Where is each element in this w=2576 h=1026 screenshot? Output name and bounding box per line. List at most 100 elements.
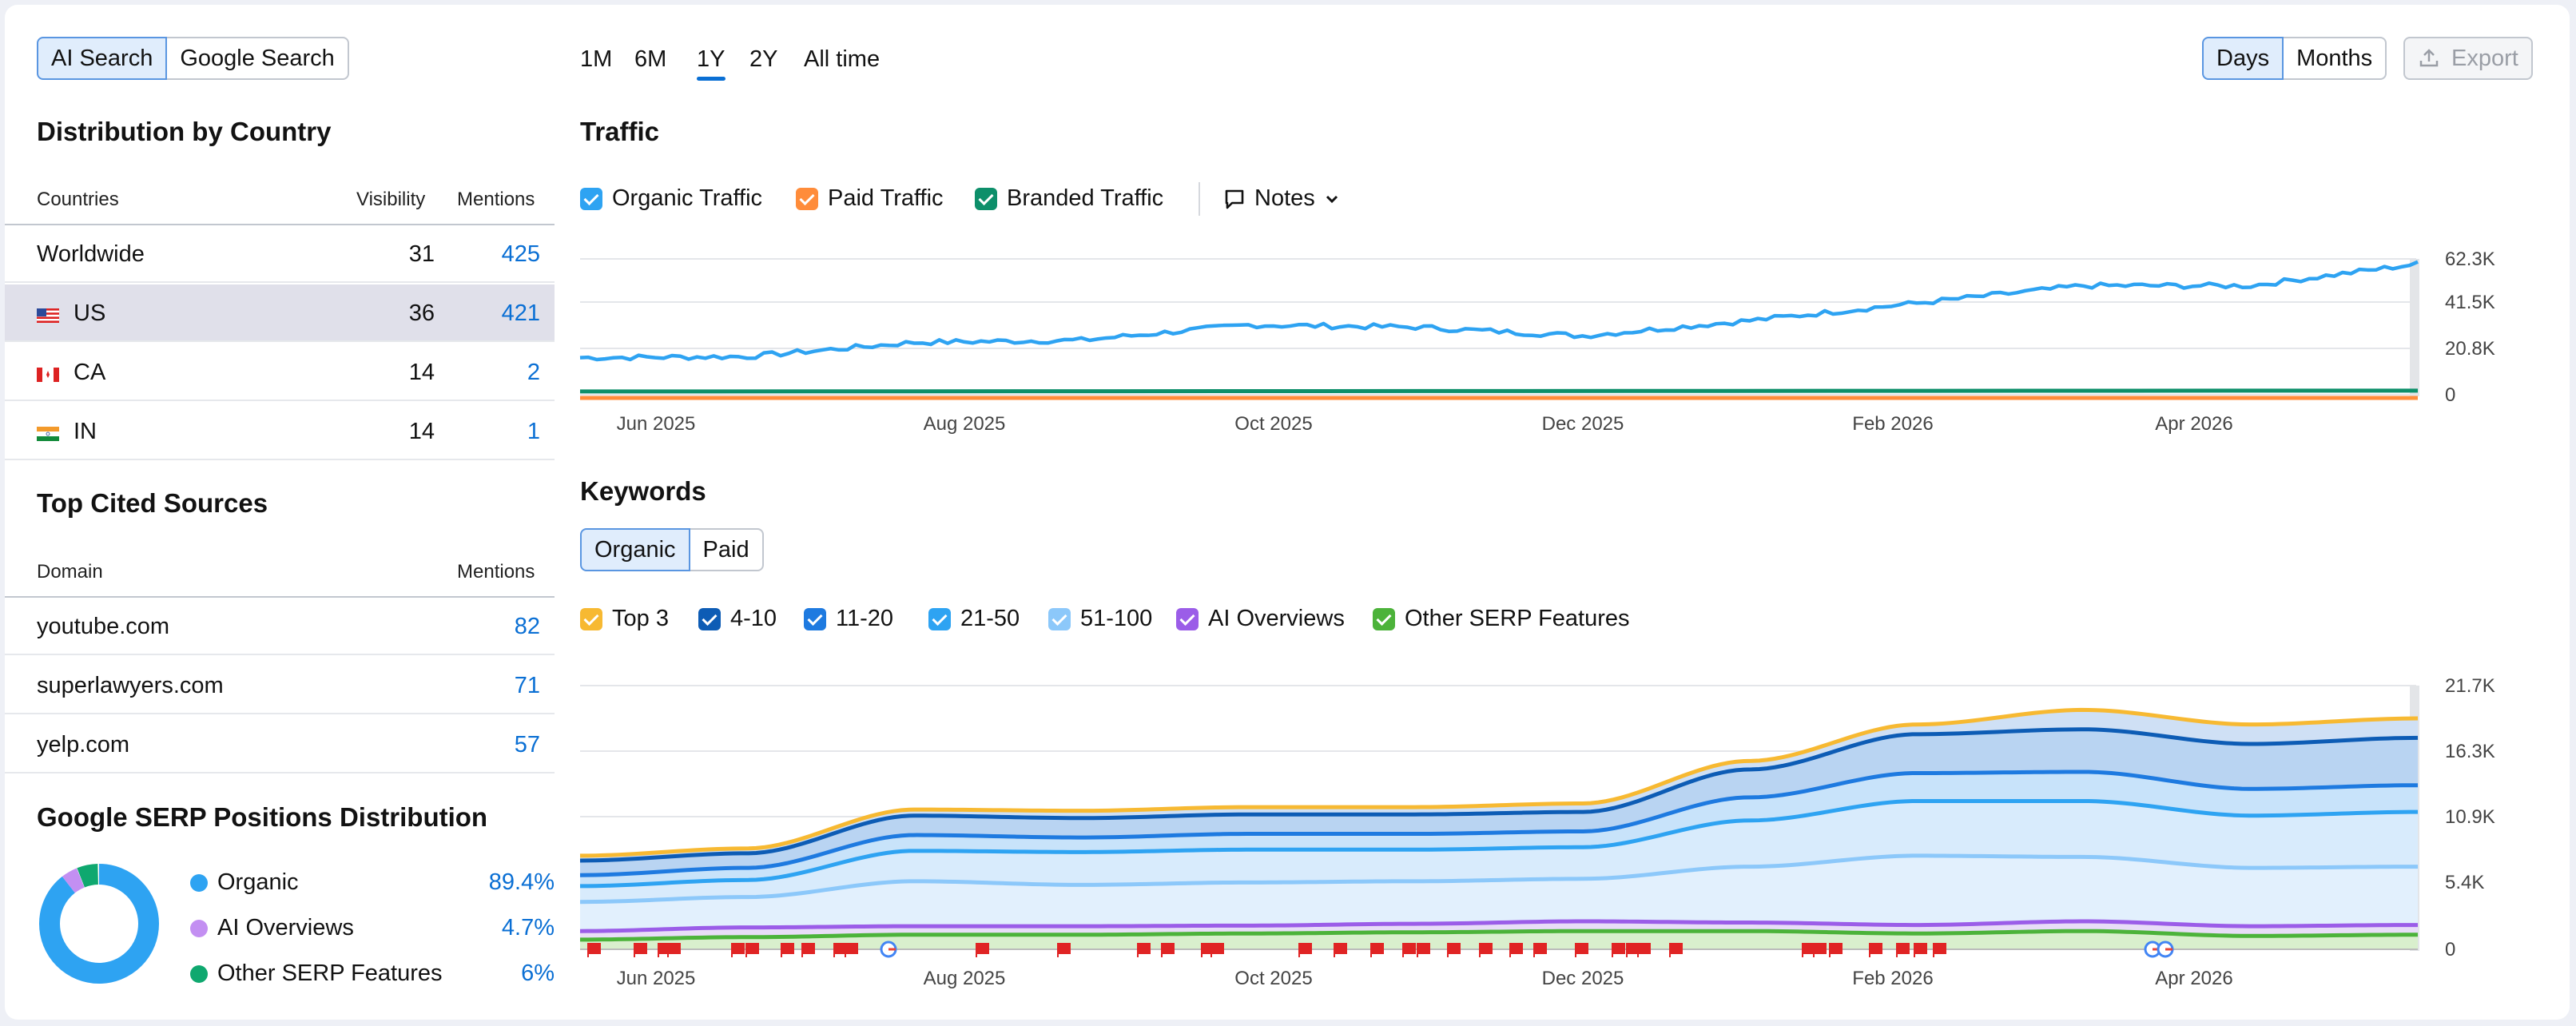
- export-label: Export: [2451, 45, 2518, 71]
- checkbox-icon[interactable]: [580, 187, 602, 210]
- legend-branded-traffic[interactable]: Branded Traffic: [975, 185, 1163, 212]
- checkbox-icon[interactable]: [580, 607, 602, 630]
- checkbox-icon[interactable]: [1048, 607, 1071, 630]
- granularity-toggle: Days Months: [2202, 37, 2387, 80]
- col-domain: Domain: [37, 561, 103, 583]
- ai-search-button[interactable]: AI Search: [37, 37, 168, 80]
- checkbox-icon[interactable]: [804, 607, 826, 630]
- period-active-underline: [697, 77, 725, 81]
- serp-legend-value: 6%: [521, 960, 555, 986]
- traffic-x-tick: Oct 2025: [1234, 413, 1312, 435]
- serp-legend-value: 89.4%: [488, 869, 555, 895]
- days-button[interactable]: Days: [2202, 37, 2284, 80]
- source-mentions[interactable]: 57: [514, 732, 540, 758]
- legend-label: Organic Traffic: [612, 185, 763, 211]
- source-toggle: AI Search Google Search: [37, 37, 349, 80]
- serp-legend-label: Organic: [217, 869, 299, 895]
- country-visibility: 14: [408, 419, 435, 444]
- country-name: CA: [74, 360, 106, 385]
- legend-top-3[interactable]: Top 3: [580, 606, 669, 632]
- source-row[interactable]: superlawyers.com 71: [5, 657, 555, 714]
- country-name: Worldwide: [37, 241, 145, 267]
- source-row[interactable]: yelp.com 57: [5, 716, 555, 773]
- col-mentions: Mentions: [457, 189, 535, 210]
- legend-51-100[interactable]: 51-100: [1048, 606, 1152, 632]
- legend-label: 51-100: [1080, 606, 1153, 631]
- period-all-time[interactable]: All time: [804, 46, 881, 72]
- legend-21-50[interactable]: 21-50: [928, 606, 1020, 632]
- checkbox-icon[interactable]: [975, 187, 997, 210]
- serp-legend-label: Other SERP Features: [217, 960, 443, 986]
- country-visibility: 36: [408, 300, 435, 326]
- legend-label: 11-20: [836, 606, 894, 631]
- legend-dot: [190, 919, 208, 937]
- legend-4-10[interactable]: 4-10: [698, 606, 777, 632]
- legend-paid-traffic[interactable]: Paid Traffic: [796, 185, 944, 212]
- legend-ai-overviews[interactable]: AI Overviews: [1176, 606, 1345, 632]
- export-button[interactable]: Export: [2403, 37, 2533, 80]
- country-row-us[interactable]: US 36 421: [5, 284, 555, 342]
- traffic-scroll-band: [2410, 259, 2419, 396]
- checkbox-icon[interactable]: [796, 187, 818, 210]
- source-domain: superlawyers.com: [37, 673, 224, 698]
- tab-paid[interactable]: Paid: [688, 528, 764, 571]
- period-1y[interactable]: 1Y: [697, 46, 725, 72]
- google-search-button[interactable]: Google Search: [165, 37, 349, 80]
- country-title: Distribution by Country: [37, 117, 332, 146]
- traffic-series-organic-traffic: [579, 260, 2419, 362]
- keywords-title: Keywords: [580, 476, 706, 506]
- serp-legend-item: Organic: [190, 869, 299, 896]
- legend-dot: [190, 964, 208, 983]
- months-button[interactable]: Months: [2282, 37, 2387, 80]
- country-mentions[interactable]: 421: [501, 300, 540, 326]
- period-1m[interactable]: 1M: [580, 46, 613, 72]
- source-row[interactable]: youtube.com 82: [5, 598, 555, 655]
- serp-donut-chart: [39, 864, 159, 984]
- country-name: US: [74, 300, 106, 326]
- source-domain: youtube.com: [37, 614, 170, 639]
- legend-11-20[interactable]: 11-20: [804, 606, 893, 632]
- legend-label: AI Overviews: [1208, 606, 1345, 631]
- traffic-x-tick: Aug 2025: [924, 413, 1006, 435]
- checkbox-icon[interactable]: [1373, 607, 1395, 630]
- legend-label: Branded Traffic: [1007, 185, 1164, 211]
- period-2y[interactable]: 2Y: [749, 46, 778, 72]
- country-table-header: Countries Visibility Mentions: [5, 179, 555, 225]
- notes-label: Notes: [1254, 185, 1315, 211]
- traffic-y-tick: 0: [2445, 384, 2455, 406]
- notes-dropdown[interactable]: Notes: [1222, 185, 1341, 212]
- checkbox-icon[interactable]: [1176, 607, 1199, 630]
- checkbox-icon[interactable]: [698, 607, 721, 630]
- source-mentions[interactable]: 71: [514, 673, 540, 698]
- donut-organic: [39, 864, 159, 984]
- country-row-worldwide[interactable]: Worldwide 31 425: [5, 225, 555, 283]
- sources-title: Top Cited Sources: [37, 488, 268, 518]
- period-6m[interactable]: 6M: [634, 46, 667, 72]
- country-visibility: 31: [408, 241, 435, 267]
- col-visibility: Visibility: [356, 189, 426, 210]
- country-mentions[interactable]: 425: [501, 241, 540, 267]
- legend-label: 21-50: [960, 606, 1020, 631]
- flag-in-icon: [37, 427, 59, 441]
- traffic-title: Traffic: [580, 117, 660, 146]
- country-row-in[interactable]: IN 14 1: [5, 403, 555, 460]
- legend-organic-traffic[interactable]: Organic Traffic: [580, 185, 762, 212]
- traffic-x-tick: Apr 2026: [2155, 413, 2232, 435]
- checkbox-icon[interactable]: [928, 607, 951, 630]
- legend-other-serp-features[interactable]: Other SERP Features: [1373, 606, 1630, 632]
- country-mentions[interactable]: 2: [527, 360, 540, 385]
- traffic-x-tick: Jun 2025: [617, 413, 696, 435]
- traffic-x-tick: Feb 2026: [1852, 413, 1933, 435]
- country-mentions[interactable]: 1: [527, 419, 540, 444]
- country-visibility: 14: [408, 360, 435, 385]
- source-mentions[interactable]: 82: [514, 614, 540, 639]
- country-name: IN: [74, 419, 97, 444]
- serp-legend-item: AI Overviews: [190, 915, 354, 941]
- col-countries: Countries: [37, 189, 119, 210]
- sources-table-header: Domain Mentions: [5, 551, 555, 598]
- tab-organic[interactable]: Organic: [580, 528, 690, 571]
- country-row-ca[interactable]: CA 14 2: [5, 344, 555, 401]
- legend-label: Other SERP Features: [1405, 606, 1630, 631]
- traffic-chart: 62.3K 41.5K 20.8K 0 Jun 2025 Aug 2025 Oct 2025…: [579, 249, 2495, 435]
- legend-label: Paid Traffic: [828, 185, 944, 211]
